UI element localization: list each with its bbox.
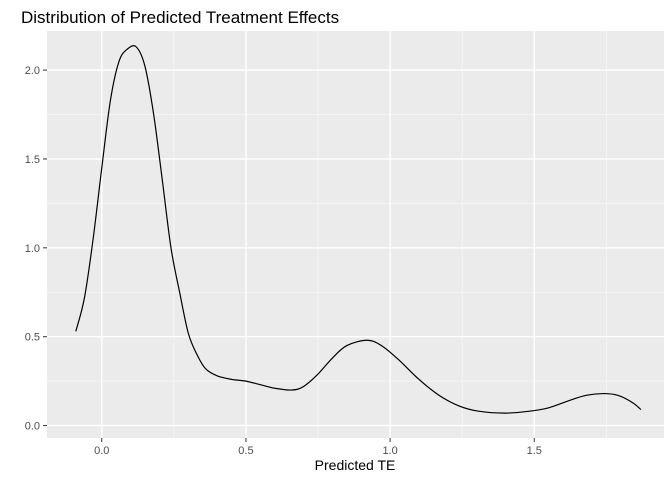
x-tick-label: 1.5 [527, 445, 542, 457]
y-tick-label: 1.5 [25, 154, 40, 166]
major-grid [47, 31, 664, 438]
density-line [75, 45, 642, 414]
y-axis: 0.0 0.5 1.0 1.5 2.0 [25, 65, 47, 433]
x-tick-label: 1.0 [382, 445, 397, 457]
plot-panel [47, 31, 664, 438]
y-tick-label: 0.0 [25, 421, 40, 433]
x-tick-label: 0.0 [94, 445, 109, 457]
x-axis: 0.0 0.5 1.0 1.5 [94, 438, 542, 457]
y-tick-label: 1.0 [25, 243, 40, 255]
minor-grid [47, 31, 664, 438]
y-tick-label: 2.0 [25, 65, 40, 77]
y-tick-label: 0.5 [25, 332, 40, 344]
series-layer [75, 45, 642, 414]
chart-title: Distribution of Predicted Treatment Effe… [21, 8, 339, 27]
x-tick-label: 0.5 [238, 445, 253, 457]
x-axis-title: Predicted TE [315, 457, 396, 473]
